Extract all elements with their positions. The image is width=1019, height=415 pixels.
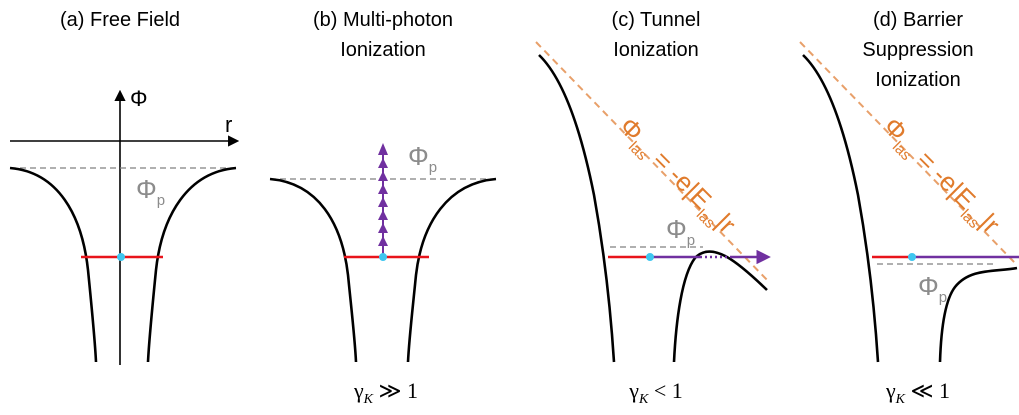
panel-c-title-line2: Ionization: [613, 39, 699, 61]
panel-d-title-line2: Suppression: [862, 39, 973, 61]
potential-curve-left: [802, 54, 880, 363]
laser-field-line: [535, 41, 771, 284]
laser-potential-label: Φlas = -e|Elas|r: [874, 111, 1006, 243]
ionization-potential-label: Φp: [666, 214, 695, 249]
electron-dot: [908, 253, 916, 261]
panel-a-title: (a) Free Field: [60, 9, 180, 31]
panel-b-title-line2: Ionization: [340, 39, 426, 61]
potential-curve-right: [938, 266, 1018, 363]
potential-curve-left: [269, 177, 358, 363]
potential-curve-left: [538, 54, 616, 363]
panel-barrier-suppression: (d) Barrier Suppression Ionization Φlas …: [799, 9, 1019, 407]
panel-multiphoton: (b) Multi-photon Ionization Φp γK ≫ 1: [269, 9, 497, 407]
panel-d-title-line1: (d) Barrier: [873, 9, 963, 31]
panel-d-title-line3: Ionization: [875, 69, 961, 91]
potential-curve-right: [672, 250, 768, 363]
potential-curve-right: [406, 177, 497, 363]
electron-dot: [379, 253, 387, 261]
ionization-potential-label: Φp: [136, 174, 165, 209]
ionization-potential-label: Φp: [408, 141, 437, 176]
photon-ladder: [378, 143, 388, 257]
panel-free-field: (a) Free Field Φ r Φp: [9, 9, 240, 365]
keldysh-parameter-d: γK ≪ 1: [885, 378, 950, 407]
electron-dot: [646, 253, 654, 261]
ionization-potential-label: Φp: [918, 271, 947, 306]
keldysh-parameter-c: γK < 1: [628, 378, 683, 407]
keldysh-parameter-b: γK ≫ 1: [353, 378, 418, 407]
phi-axis-label: Φ: [130, 86, 148, 111]
potential-curve-right: [146, 166, 237, 363]
laser-field-line: [799, 41, 1018, 266]
panel-c-title-line1: (c) Tunnel: [612, 9, 701, 31]
panel-b-title-line1: (b) Multi-photon: [313, 9, 453, 31]
r-axis-label: r: [225, 112, 232, 137]
panel-tunnel: (c) Tunnel Ionization Φlas = -e|Elas|r Φ…: [535, 9, 771, 407]
electron-dot: [117, 253, 125, 261]
potential-curve-left: [9, 166, 98, 363]
